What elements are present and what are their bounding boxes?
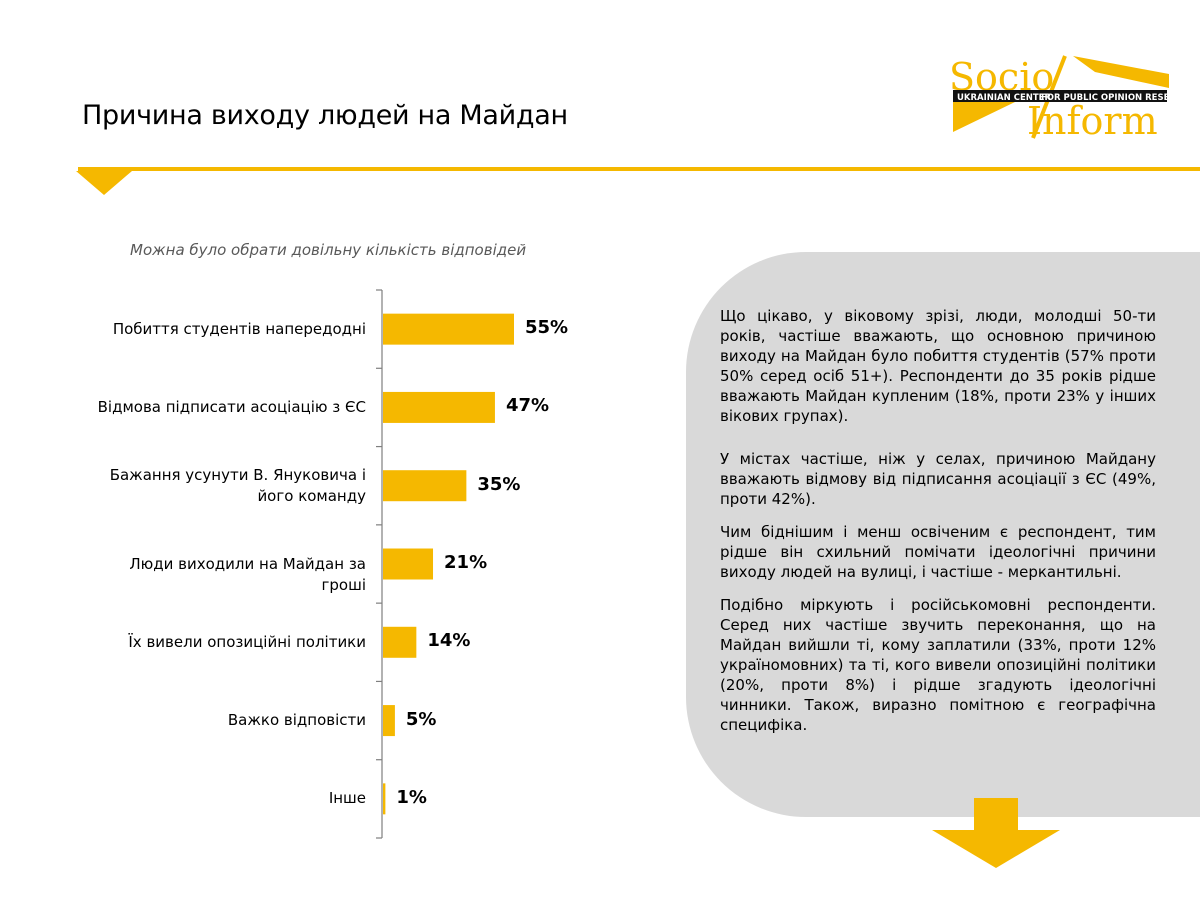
header-divider (78, 167, 1200, 171)
logo-swoosh (1073, 56, 1169, 88)
commentary-paragraph: У містах частіше, ніж у селах, причиною … (720, 450, 1156, 508)
category-label: Інше (328, 789, 366, 808)
bar-value-label: 5% (405, 708, 437, 730)
commentary-text: Що цікаво, у віковому зрізі, люди, молод… (720, 306, 1156, 754)
bar (383, 626, 417, 658)
bar (383, 313, 514, 345)
logo-banner-right: FOR PUBLIC OPINION RESEARCH (1041, 93, 1170, 103)
logo-banner-left: UKRAINIAN CENTER (957, 93, 1051, 103)
bar (383, 783, 386, 815)
header-arrow-marker (76, 171, 132, 195)
logo-lower-wedge (953, 102, 1015, 132)
down-arrow-icon (932, 798, 1060, 868)
category-label: Важко відповісти (227, 711, 366, 730)
bar-value-label: 14% (427, 630, 471, 652)
bar-value-label: 55% (525, 317, 569, 339)
bar (383, 391, 495, 423)
commentary-paragraph: Чим біднішим і менш освіченим є респонде… (720, 523, 1156, 581)
category-label: Бажання усунути В. Януковича і його кома… (109, 465, 366, 505)
chart-note: Можна було обрати довільну кількість від… (130, 241, 527, 259)
commentary-paragraph: Подібно міркують і російськомовні респон… (720, 596, 1156, 734)
category-label: Їх вивели опозиційні політики (128, 632, 366, 651)
bar (383, 470, 467, 502)
bar-chart (376, 289, 514, 839)
category-label: Відмова підписати асоціацію з ЄС (97, 397, 366, 416)
logo-word-bottom: Inform (1027, 99, 1158, 142)
bar-value-label: 21% (444, 552, 488, 573)
bar (383, 548, 434, 580)
bar (383, 705, 395, 737)
category-label: Люди виходили на Майдан за гроші (129, 554, 366, 594)
bar-value-label: 35% (477, 473, 521, 495)
commentary-panel (686, 252, 1200, 817)
socio-inform-logo: Socio UKRAINIAN CENTER FOR PUBLIC OPINIO… (949, 55, 1170, 142)
commentary-paragraph: Що цікаво, у віковому зрізі, люди, молод… (720, 307, 1156, 425)
category-label: Побиття студентів напередодні (112, 319, 366, 338)
logo-banner (953, 90, 1167, 102)
bar-value-label: 1% (396, 786, 427, 808)
page-title: Причина виходу людей на Майдан (82, 100, 568, 131)
bar-value-label: 47% (505, 395, 550, 417)
